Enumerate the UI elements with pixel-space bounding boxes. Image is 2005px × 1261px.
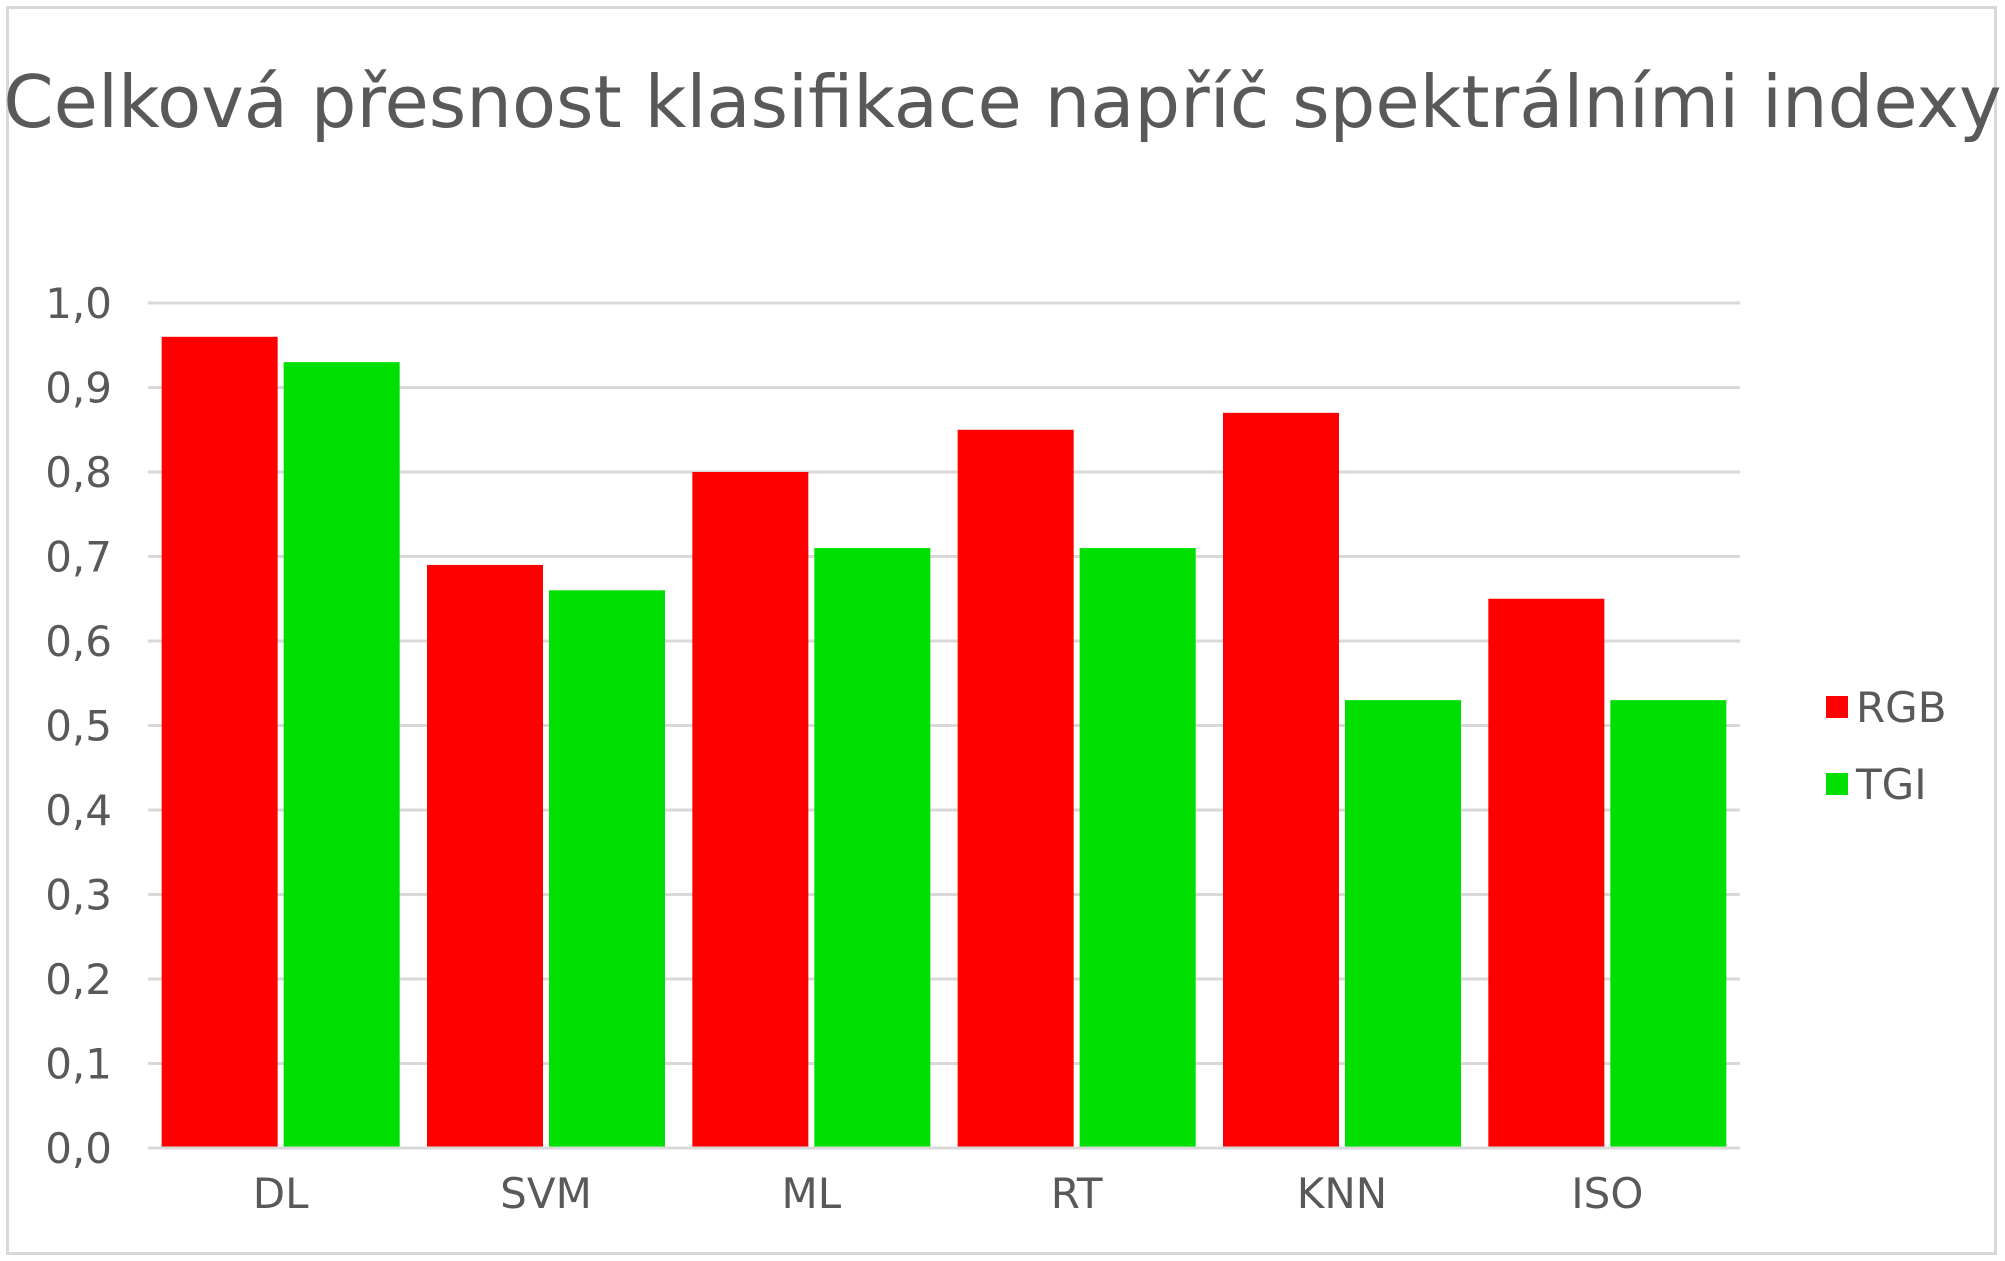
bar-rgb-ml bbox=[692, 472, 809, 1148]
bar-rgb-knn bbox=[1223, 412, 1339, 1149]
bar-tgi-svm bbox=[549, 590, 665, 1148]
legend-swatch-tgi bbox=[1826, 773, 1848, 795]
y-tick-label: 0,8 bbox=[45, 448, 112, 497]
x-tick-label: DL bbox=[253, 1169, 309, 1218]
y-tick-label: 0,3 bbox=[45, 871, 112, 920]
bar-tgi-knn bbox=[1345, 700, 1461, 1148]
legend-swatch-rgb bbox=[1826, 696, 1848, 718]
bar-tgi-dl bbox=[283, 362, 400, 1148]
y-tick-label: 0,7 bbox=[45, 533, 112, 582]
bar-tgi-rt bbox=[1079, 548, 1196, 1148]
y-tick-label: 0,0 bbox=[45, 1124, 112, 1173]
gridlines bbox=[148, 301, 1740, 1065]
bar-rgb-svm bbox=[427, 564, 543, 1148]
bar-rgb-iso bbox=[1488, 598, 1605, 1148]
legend: RGB TGI bbox=[1826, 683, 1947, 809]
x-tick-label: ISO bbox=[1571, 1169, 1643, 1218]
bar-rgb-rt bbox=[957, 429, 1074, 1148]
y-tick-label: 0,4 bbox=[45, 786, 112, 835]
chart-title: Celková přesnost klasifikace napříč spek… bbox=[3, 60, 2002, 144]
x-tick-label: ML bbox=[782, 1169, 842, 1218]
y-tick-label: 0,6 bbox=[45, 617, 112, 666]
x-tick-label: KNN bbox=[1297, 1169, 1387, 1218]
bar-rgb-dl bbox=[161, 336, 278, 1148]
bar-tgi-ml bbox=[814, 548, 931, 1148]
legend-label-rgb: RGB bbox=[1856, 683, 1947, 732]
y-tick-label: 0,5 bbox=[45, 702, 112, 751]
bar-tgi-iso bbox=[1610, 700, 1727, 1148]
x-tick-label: SVM bbox=[500, 1169, 592, 1218]
x-tick-label: RT bbox=[1051, 1169, 1103, 1218]
x-axis-ticks: DL SVM ML RT KNN ISO bbox=[253, 1169, 1644, 1218]
y-tick-label: 0,2 bbox=[45, 955, 112, 1004]
y-axis-ticks: 0,0 0,1 0,2 0,3 0,4 0,5 0,6 0,7 0,8 0,9 1,0 bbox=[45, 279, 112, 1173]
legend-label-tgi: TGI bbox=[1855, 760, 1927, 809]
bars bbox=[161, 336, 1727, 1149]
y-tick-label: 1,0 bbox=[45, 279, 112, 328]
y-tick-label: 0,9 bbox=[45, 364, 112, 413]
y-tick-label: 0,1 bbox=[45, 1040, 112, 1089]
